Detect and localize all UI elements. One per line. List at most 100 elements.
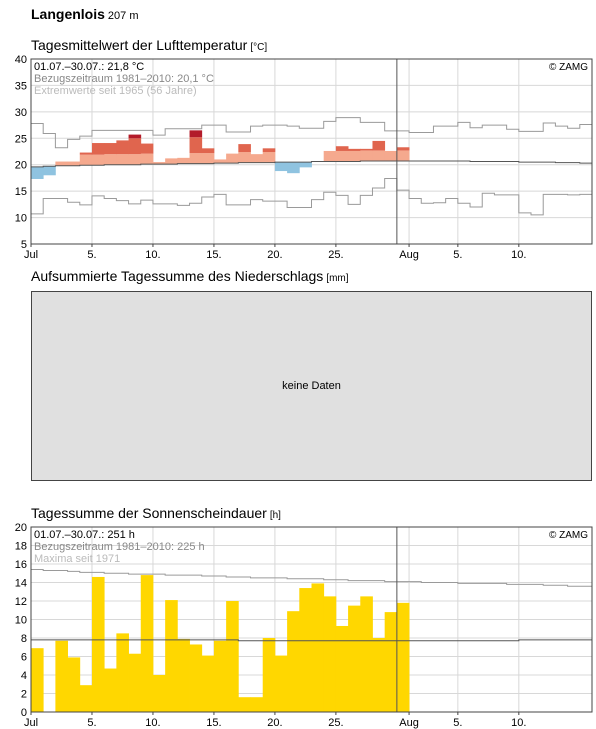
temperature-bar-warm	[104, 143, 117, 155]
sunshine-chart-title: Tagessumme der Sonnenscheindauer [h]	[31, 505, 281, 521]
station-name: Langenlois	[31, 6, 105, 22]
y-tick-label: 14	[15, 578, 27, 590]
legend-entry: Maxima seit 1971	[34, 553, 120, 565]
temperature-bar-warm	[201, 153, 215, 164]
sunshine-bar	[238, 697, 251, 712]
temperature-bar-warm	[91, 154, 105, 166]
temperature-chart: 5 10 15 20 25 30 35 40 Jul 5. 10. 15. 20. 25. Aug 5. 10.…	[15, 54, 593, 261]
sunshine-bar	[91, 576, 105, 712]
sunshine-bar	[140, 575, 154, 712]
sunshine-bar	[372, 638, 386, 712]
sunshine-bar	[360, 596, 373, 712]
x-tick-label: 5.	[453, 249, 462, 261]
copyright-label: © ZAMG	[549, 530, 588, 541]
temperature-bar-cold	[274, 162, 288, 172]
temperature-bar-warm	[116, 154, 129, 165]
sunshine-bar	[262, 638, 276, 712]
y-tick-label: 6	[21, 652, 27, 664]
max-extreme-line	[31, 569, 592, 587]
sunshine-bar	[348, 605, 361, 712]
temperature-bar-warm	[396, 150, 410, 162]
sunshine-bar	[177, 638, 190, 712]
temperature-bar-warm	[372, 150, 386, 162]
temperature-bar-warm	[189, 130, 203, 138]
x-tick-label: 25.	[328, 717, 343, 729]
sunshine-bar	[384, 612, 398, 712]
y-tick-label: 35	[15, 80, 27, 92]
y-tick-label: 18	[15, 541, 27, 553]
temperature-bar-cold	[299, 162, 312, 168]
sunshine-bar	[274, 655, 288, 712]
sunshine-bar	[165, 600, 178, 712]
y-tick-label: 4	[21, 670, 27, 682]
x-tick-label: 15.	[206, 249, 221, 261]
x-tick-label: 5.	[453, 717, 462, 729]
sunshine-bar	[396, 602, 410, 712]
temperature-unit: [°C]	[250, 42, 268, 53]
sunshine-bar	[299, 588, 312, 712]
x-tick-label: 15.	[206, 717, 221, 729]
temperature-bar-warm	[152, 162, 166, 165]
temperature-bar-warm	[335, 146, 349, 151]
precipitation-title-text: Aufsummierte Tagessumme des Niederschlag…	[31, 268, 324, 284]
sunshine-bar	[55, 640, 68, 712]
x-tick-label: Aug	[399, 249, 419, 261]
legend-entry: Extremwerte seit 1965 (56 Jahre)	[34, 85, 197, 97]
sunshine-bar	[226, 601, 239, 712]
sunshine-bar	[67, 657, 81, 712]
sunshine-bar	[250, 697, 264, 712]
temperature-bar-warm	[372, 140, 386, 151]
temperature-bar-warm	[189, 137, 203, 154]
y-tick-label: 40	[15, 54, 27, 66]
x-tick-label: 10.	[145, 249, 160, 261]
climate-mean-line	[31, 160, 592, 168]
plot-frame	[30, 526, 593, 713]
temperature-bar-warm	[67, 161, 81, 166]
sunshine-bar	[189, 644, 203, 712]
temperature-bar-cold	[287, 162, 300, 174]
max-extreme-line	[31, 117, 592, 149]
x-tick-label: Jul	[24, 717, 38, 729]
temperature-bar-warm	[348, 148, 361, 151]
temperature-bar-warm	[226, 153, 239, 164]
legend-entry: Bezugszeitraum 1981–2010: 225 h	[34, 541, 205, 553]
x-tick-label: 10.	[511, 717, 526, 729]
precipitation-unit: [mm]	[326, 273, 349, 284]
temperature-bar-warm	[335, 150, 349, 162]
x-tick-label: 5.	[87, 717, 96, 729]
temperature-bar-warm	[348, 150, 361, 162]
sunshine-bar	[31, 648, 44, 712]
sunshine-bar	[335, 625, 349, 712]
temperature-bar-warm	[128, 134, 142, 139]
sunshine-bar	[116, 633, 129, 712]
temperature-bar-warm	[360, 148, 373, 151]
temperature-bar-warm	[384, 150, 398, 162]
precipitation-chart: keine Daten	[31, 291, 592, 481]
y-tick-label: 25	[15, 133, 27, 145]
x-tick-label: 20.	[267, 717, 282, 729]
sunshine-bar	[104, 668, 117, 712]
sunshine-bar	[213, 640, 227, 712]
sunshine-bar	[128, 653, 142, 712]
temperature-bar-warm	[201, 148, 215, 154]
x-tick-label: 10.	[511, 249, 526, 261]
temperature-bar-warm	[360, 150, 373, 162]
temperature-bar-warm	[213, 159, 227, 164]
copyright-label: © ZAMG	[549, 62, 588, 73]
temperature-bar-warm	[238, 152, 251, 163]
temperature-bar-warm	[128, 138, 142, 155]
temperature-bar-warm	[91, 143, 105, 155]
temperature-bar-warm	[79, 152, 93, 155]
temperature-bar-warm	[55, 161, 68, 166]
x-tick-label: 25.	[328, 249, 343, 261]
legend-entry: 01.07.–30.07.: 21,8 °C	[34, 61, 144, 73]
y-tick-label: 20	[15, 160, 27, 172]
y-tick-label: 30	[15, 107, 27, 119]
station-header: Langenlois 207 m	[31, 6, 138, 22]
y-tick-label: 10	[15, 213, 27, 225]
temperature-bar-warm	[79, 154, 93, 166]
temperature-title-text: Tagesmittelwert der Lufttemperatur	[31, 37, 248, 53]
x-tick-label: 5.	[87, 249, 96, 261]
sunshine-unit: [h]	[269, 510, 281, 521]
